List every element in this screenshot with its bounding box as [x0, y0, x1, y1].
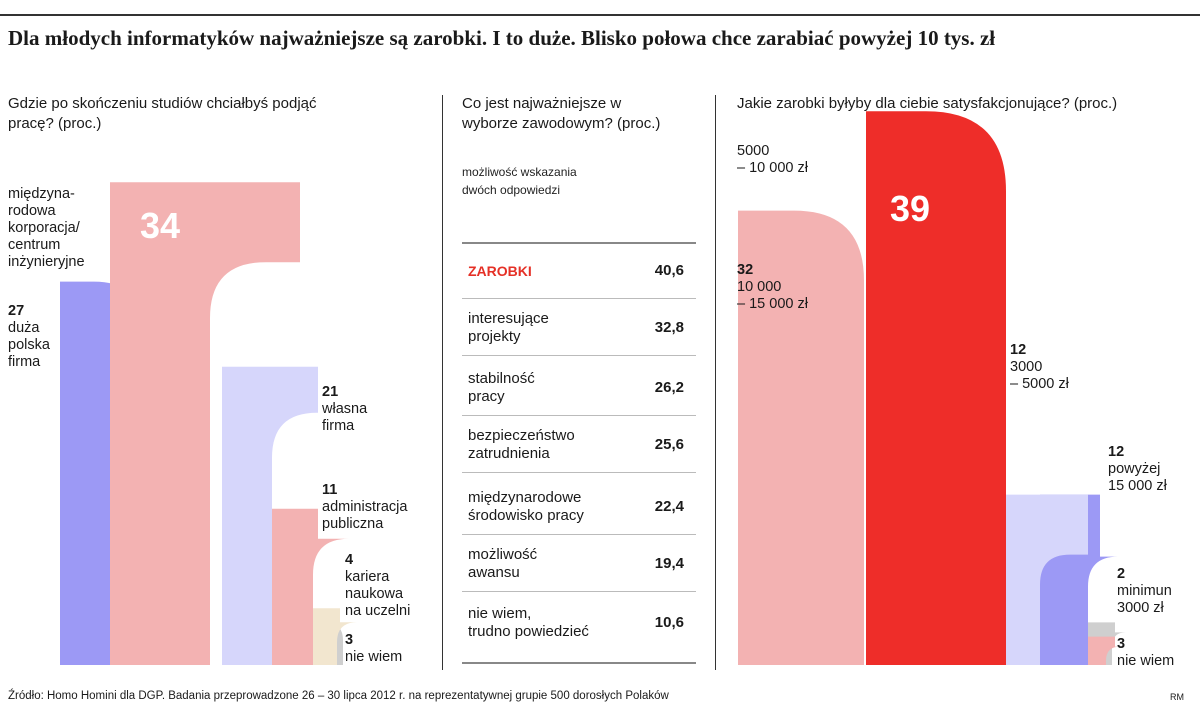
- row-label-stabilnosc: stabilność pracy: [468, 370, 535, 405]
- label-nie-wiem-left: 3 nie wiem: [345, 632, 402, 666]
- table-rule: [462, 472, 696, 473]
- table-rule: [462, 591, 696, 592]
- row-value-bezpieczenstwo: 25,6: [654, 436, 684, 453]
- label-text: powyżej 15 000 zł: [1108, 461, 1167, 494]
- label-num: 32: [737, 262, 754, 278]
- table-rule: [462, 534, 696, 535]
- panel3-title: Jakie zarobki byłyby dla ciebie satysfak…: [737, 95, 1118, 112]
- right-bars: [738, 111, 1126, 665]
- label-num: 27: [8, 303, 25, 319]
- table-rule: [462, 298, 696, 299]
- label-administracja: 11 administracja publiczna: [322, 482, 407, 533]
- label-num: 4: [345, 552, 354, 568]
- row-value-stabilnosc: 26,2: [654, 379, 684, 396]
- panel2-title: Co jest najważniejsze w wyborze zawodowy…: [462, 95, 661, 132]
- bar-administracja: [265, 508, 349, 665]
- label-text: 3000 – 5000 zł: [1010, 359, 1069, 392]
- separator-right: [715, 95, 716, 670]
- row-label-miedzynarodowe: międzynarodowe środowisko pracy: [468, 489, 584, 524]
- label-text: administracja publiczna: [322, 499, 408, 532]
- bar-value-5000-10000: 39: [889, 188, 931, 229]
- label-text: kariera naukowa na uczelni: [345, 569, 411, 619]
- author-initials: RM: [1170, 692, 1184, 702]
- chart-title: Dla młodych informatyków najważniejsze s…: [8, 26, 996, 50]
- label-wlasna: 21 własna firma: [322, 384, 367, 435]
- bar-5000-10000: [866, 111, 1006, 665]
- row-value-projekty: 32,8: [654, 319, 684, 336]
- label-korporacja: międzyna- rodowa korporacja/ centrum inż…: [8, 186, 85, 270]
- source-note: Źródło: Homo Homini dla DGP. Badania prz…: [8, 690, 669, 702]
- row-label-projekty: interesujące projekty: [468, 310, 549, 345]
- bar-korporacja: [110, 182, 300, 665]
- left-bars: [60, 182, 357, 665]
- label-5000-10000: 5000 – 10 000 zł: [737, 143, 808, 176]
- panel1-title: Gdzie po skończeniu studiów chciałbyś po…: [8, 95, 317, 132]
- table-rule: [462, 415, 696, 416]
- label-duza-polska: 27 duża polska firma: [8, 303, 50, 371]
- label-text: nie wiem: [345, 649, 403, 665]
- label-num: 12: [1108, 444, 1125, 460]
- label-text: 10 000 – 15 000 zł: [737, 279, 808, 312]
- bar-wlasna-firma: [222, 366, 318, 665]
- separator-left: [442, 95, 443, 670]
- row-label-awans: możliwość awansu: [468, 546, 538, 581]
- label-num: 12: [1010, 342, 1027, 358]
- label-kariera: 4 kariera naukowa na uczelni: [345, 552, 410, 620]
- label-text: nie wiem: [1117, 653, 1175, 669]
- row-value-miedzynarodowe: 22,4: [654, 498, 684, 515]
- label-3000-5000: 12 3000 – 5000 zł: [1010, 342, 1069, 393]
- label-num: 3: [1117, 636, 1126, 652]
- row-label-nie-wiem: nie wiem, trudno powiedzieć: [468, 605, 589, 640]
- table-top-rule: [462, 242, 696, 244]
- label-powyzej-15000: 12 powyżej 15 000 zł: [1108, 444, 1167, 495]
- bar-10000-15000: [738, 210, 864, 665]
- label-10000-15000: 32 10 000 – 15 000 zł: [737, 262, 808, 313]
- table-rule: [462, 355, 696, 356]
- row-value-awans: 19,4: [654, 555, 684, 572]
- row-value-zarobki: 40,6: [654, 262, 684, 279]
- label-num: 2: [1117, 566, 1126, 582]
- panel2-note: możliwość wskazania dwóch odpowiedzi: [462, 165, 577, 197]
- label-minimum-3000: 2 minimun 3000 zł: [1117, 566, 1172, 617]
- top-rule: [0, 14, 1200, 16]
- table-bottom-rule: [462, 662, 696, 664]
- label-nie-wiem-right: 3 nie wiem: [1117, 636, 1174, 670]
- label-num: 3: [345, 632, 354, 648]
- bar-value-korporacja: 34: [139, 205, 181, 246]
- bar-3000-5000: [1000, 494, 1088, 665]
- label-text: duża polska firma: [8, 320, 50, 370]
- label-text: własna firma: [322, 401, 368, 434]
- label-text: minimun 3000 zł: [1117, 583, 1172, 616]
- label-num: 21: [322, 384, 339, 400]
- row-label-zarobki: ZAROBKI: [468, 263, 532, 279]
- row-value-nie-wiem: 10,6: [654, 614, 684, 631]
- row-label-bezpieczenstwo: bezpieczeństwo zatrudnienia: [468, 427, 575, 462]
- label-num: 11: [322, 482, 338, 498]
